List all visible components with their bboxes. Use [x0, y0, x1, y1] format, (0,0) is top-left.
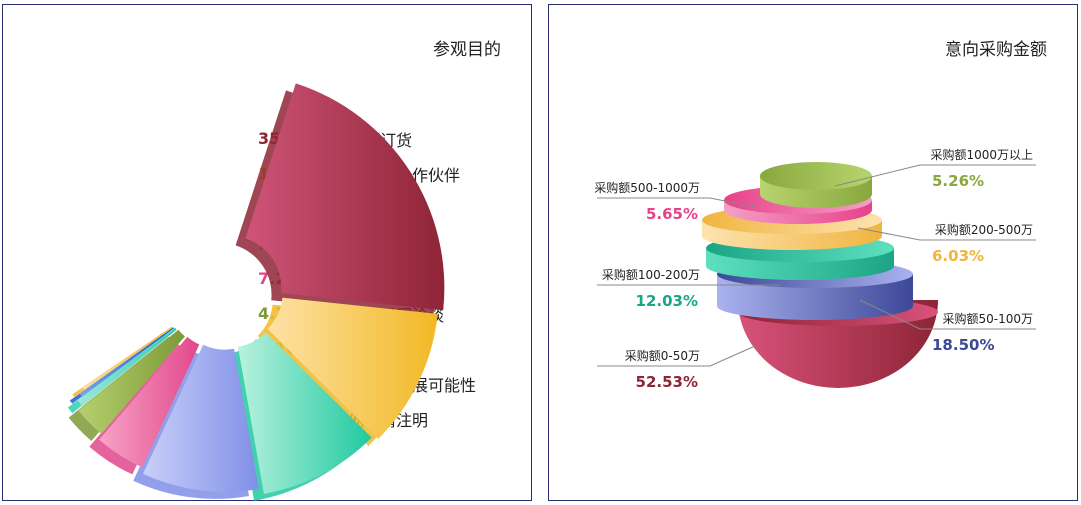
callout-label: 采购额1000万以上: [930, 147, 1033, 162]
chart-title-purchase-amount: 意向采购金额: [945, 40, 1047, 60]
callout-label: 采购额500-1000万: [594, 180, 700, 195]
callout-value: 18.50%: [932, 336, 994, 354]
callout-value: 12.03%: [636, 292, 698, 310]
callout-line: [857, 227, 1036, 241]
callout-value: 5.26%: [932, 172, 984, 190]
pie-slice: [99, 336, 200, 468]
callout-label: 采购额0-50万: [625, 348, 700, 363]
callout-value: 5.65%: [646, 205, 698, 223]
callout-value: 6.03%: [932, 247, 984, 265]
pie-slice: [78, 329, 185, 435]
purchase-amount-callouts: 采购额0-50万 52.53% 采购额50-100万 18.50% 采购额100-200…: [594, 147, 1036, 391]
pie-slice: [267, 297, 438, 440]
visit-purpose-pie: [67, 83, 445, 501]
pie-slice: [79, 327, 175, 397]
pie-slice: [245, 83, 445, 311]
pie-slice: [238, 332, 372, 494]
callout-label: 采购额100-200万: [602, 267, 700, 282]
pie-slice: [77, 327, 177, 407]
callout-line: [859, 299, 1036, 330]
callout-value: 52.53%: [636, 373, 698, 391]
purchase-amount-sphere: [702, 162, 938, 388]
callout-line: [834, 164, 1036, 187]
callout-line: [597, 345, 756, 367]
pie-slice: [82, 326, 173, 390]
callout-line: [597, 197, 761, 209]
callout-label: 采购额50-100万: [942, 311, 1033, 326]
chart-title-visit-purpose: 参观目的: [433, 40, 501, 60]
pie-slice: [143, 344, 259, 492]
callout-label: 采购额200-500万: [935, 222, 1033, 237]
sphere-band-top: [760, 162, 872, 190]
